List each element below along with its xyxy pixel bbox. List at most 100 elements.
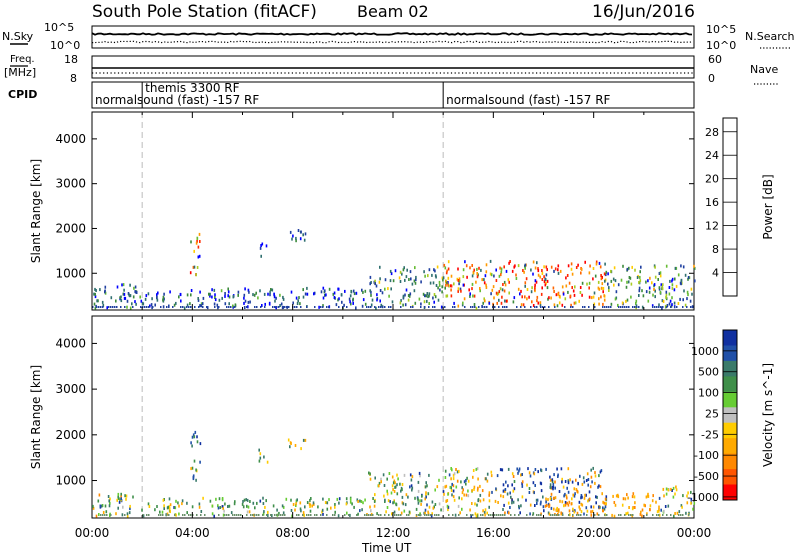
radar-echo-cell: [546, 286, 549, 290]
radar-echo-cell: [455, 485, 458, 489]
radar-echo-cell: [662, 283, 664, 287]
radar-echo-cell: [447, 283, 449, 287]
radar-echo-cell: [399, 301, 402, 305]
radar-echo-cell: [659, 274, 662, 278]
radar-echo-cell: [157, 291, 159, 295]
radar-echo-cell: [491, 490, 493, 494]
radar-echo-cell: [481, 489, 484, 493]
radar-echo-cell: [298, 296, 300, 300]
radar-echo-cell: [218, 298, 221, 302]
radar-echo-cell: [552, 485, 555, 489]
radar-echo-cell: [120, 295, 122, 299]
radar-echo-cell: [580, 494, 583, 497]
radar-echo-cell: [579, 291, 582, 294]
ground-scatter-cell: [670, 306, 672, 308]
radar-echo-cell: [674, 277, 676, 281]
ground-scatter-cell: [286, 306, 288, 308]
radar-echo-cell: [498, 290, 501, 294]
radar-echo-cell: [335, 303, 338, 307]
radar-echo-cell: [198, 502, 201, 506]
radar-echo-cell: [337, 514, 340, 518]
ground-scatter-cell: [204, 514, 206, 516]
radar-echo-cell: [243, 498, 246, 502]
radar-echo-cell: [259, 456, 262, 460]
radar-echo-cell: [338, 497, 341, 501]
nsky-series-line: [91, 32, 693, 36]
radar-echo-cell: [456, 470, 459, 474]
radar-echo-cell: [511, 269, 514, 273]
radar-echo-cell: [665, 487, 668, 491]
radar-echo-cell: [177, 501, 179, 505]
radar-echo-cell: [94, 287, 96, 291]
radar-echo-cell: [599, 485, 602, 489]
radar-echo-cell: [614, 503, 617, 507]
y-tick-label: 2000: [55, 428, 86, 442]
radar-echo-cell: [594, 481, 596, 485]
radar-echo-cell: [413, 279, 416, 283]
radar-echo-cell: [581, 503, 584, 507]
radar-echo-cell: [186, 511, 188, 515]
radar-echo-cell: [227, 505, 229, 508]
radar-echo-cell: [394, 485, 396, 489]
radar-echo-cell: [183, 306, 186, 310]
radar-echo-cell: [300, 509, 302, 513]
radar-echo-cell: [658, 303, 660, 307]
radar-echo-cell: [607, 282, 609, 286]
radar-echo-cell: [271, 514, 273, 517]
radar-echo-cell: [273, 292, 275, 296]
ground-scatter-cell: [96, 306, 98, 308]
radar-echo-cell: [558, 508, 560, 512]
ground-scatter-cell: [562, 514, 564, 516]
ground-scatter-cell: [654, 306, 656, 308]
radar-echo-cell: [292, 301, 294, 305]
radar-echo-cell: [159, 510, 161, 514]
radar-echo-cell: [433, 505, 435, 509]
radar-echo-cell: [458, 496, 460, 500]
radar-echo-cell: [648, 290, 651, 294]
ground-scatter-cell: [486, 306, 488, 308]
radar-echo-cell: [436, 265, 439, 269]
radar-echo-cell: [581, 293, 583, 297]
radar-echo-cell: [515, 277, 518, 280]
ground-scatter-cell: [628, 306, 630, 308]
radar-echo-cell: [587, 483, 589, 487]
radar-echo-cell: [634, 506, 636, 509]
radar-echo-cell: [641, 305, 644, 309]
radar-echo-cell: [505, 269, 508, 273]
radar-echo-cell: [686, 494, 688, 498]
radar-echo-cell: [102, 303, 105, 307]
radar-echo-cell: [424, 511, 426, 515]
cpid-frame: [91, 81, 695, 109]
radar-echo-cell: [585, 493, 587, 497]
radar-echo-cell: [509, 491, 511, 495]
ground-scatter-cell: [514, 514, 516, 516]
radar-echo-cell: [547, 502, 550, 506]
radar-echo-cell: [540, 469, 543, 473]
ground-scatter-cell: [302, 514, 304, 516]
radar-echo-cell: [390, 287, 392, 291]
radar-echo-cell: [499, 266, 501, 270]
radar-echo-cell: [573, 494, 576, 498]
radar-echo-cell: [663, 494, 665, 498]
ground-scatter-cell: [580, 514, 582, 516]
radar-echo-cell: [625, 285, 628, 289]
radar-echo-cell: [573, 510, 576, 514]
radar-echo-cell: [200, 510, 203, 513]
ground-scatter-cell: [678, 514, 680, 516]
radar-echo-cell: [586, 472, 589, 476]
radar-echo-cell: [193, 265, 196, 269]
radar-echo-cell: [477, 477, 479, 481]
radar-echo-cell: [385, 510, 387, 514]
ground-scatter-cell: [114, 306, 116, 308]
radar-echo-cell: [436, 485, 439, 489]
ground-scatter-cell: [124, 514, 126, 516]
radar-echo-cell: [461, 303, 464, 307]
radar-echo-cell: [589, 264, 591, 268]
radar-echo-cell: [672, 486, 675, 490]
ground-scatter-cell: [518, 514, 520, 516]
radar-echo-cell: [644, 504, 646, 508]
ground-scatter-cell: [100, 306, 102, 308]
radar-echo-cell: [658, 496, 661, 500]
radar-echo-cell: [457, 304, 460, 308]
radar-echo-cell: [443, 263, 446, 267]
